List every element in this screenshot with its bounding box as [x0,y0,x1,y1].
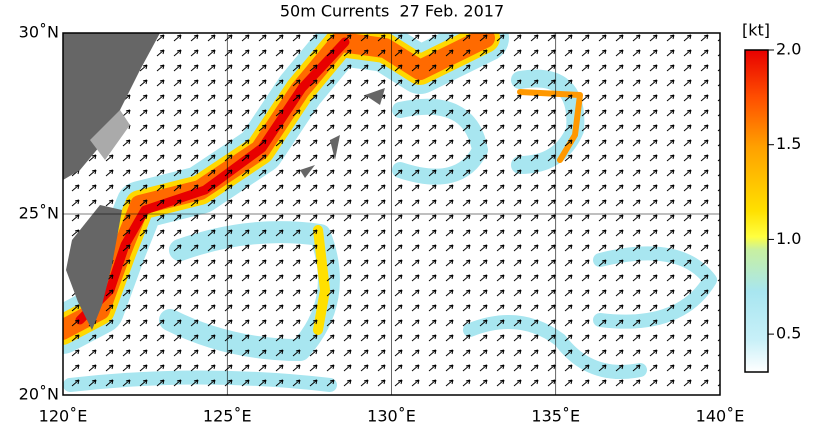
map-title: 50m Currents 27 Feb. 2017 [280,2,504,21]
x-tick-label: 120˚E [39,407,88,426]
y-tick-label: 20˚N [19,385,59,404]
x-tick-label: 125˚E [203,407,252,426]
x-tick-label: 130˚E [367,407,416,426]
colorbar-tick-label: 0.5 [776,324,801,343]
colorbar [744,49,769,373]
map-frame [62,32,721,396]
x-tick-label: 140˚E [696,407,745,426]
y-tick-label: 25˚N [19,204,59,223]
x-tick-label: 135˚E [531,407,580,426]
land-ryukyu [300,88,385,178]
land-china [63,33,160,180]
colorbar-tick-label: 1.0 [776,229,801,248]
y-tick-label: 30˚N [19,23,59,42]
colorbar-label: [kt] [742,21,770,40]
colorbar-tick-label: 2.0 [776,40,801,59]
land-taiwan [66,205,122,330]
land-shelf [90,110,130,160]
colorbar-tick-label: 1.5 [776,134,801,153]
